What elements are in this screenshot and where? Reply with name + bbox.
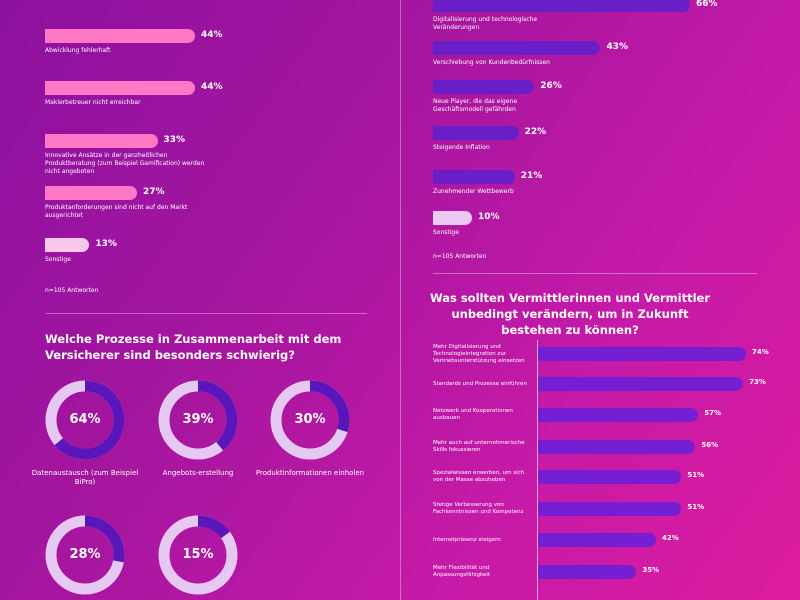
value-label: 27% <box>143 187 165 197</box>
value-label: 73% <box>749 378 766 386</box>
category-label: Verschiebung von Kundenbedürfnissen <box>433 59 550 66</box>
value-label: 51% <box>687 503 705 511</box>
value-label: 51% <box>687 471 705 479</box>
note: n=105 Antworten <box>45 287 99 294</box>
category-label: Sonstige <box>45 256 71 263</box>
value-label: 35% <box>642 566 660 574</box>
chart-title: Was sollten Vermittlerinnen und Vermittl… <box>429 291 711 337</box>
donut-svg <box>270 380 350 460</box>
bar <box>45 134 158 148</box>
bar <box>538 347 746 361</box>
donut <box>268 378 352 462</box>
axis-line <box>537 340 538 600</box>
bar <box>433 80 535 94</box>
donut-arc <box>45 380 125 460</box>
value-label: 13% <box>95 239 117 249</box>
divider-vertical <box>400 0 401 600</box>
value-label: 28% <box>69 547 101 562</box>
bar <box>433 126 519 140</box>
category-label: Datenaustausch (zum Beispiel BiPro) <box>31 469 139 486</box>
category-label: Spezialwissen erwerben, um sich von der … <box>433 470 525 483</box>
value-label: 30% <box>294 412 326 427</box>
donut <box>156 513 240 597</box>
value-label: 57% <box>704 409 721 417</box>
bar <box>433 211 472 225</box>
bar <box>538 533 657 547</box>
value-label: 64% <box>69 412 101 427</box>
category-label: Netzwerk und Kooperationen ausbauen <box>433 408 513 421</box>
category-label: Steigende Inflation <box>433 144 490 151</box>
divider-left <box>45 313 367 314</box>
value-label: 66% <box>696 0 718 9</box>
chart-title: Welche Prozesse in Zusammenarbeit mit de… <box>45 332 342 362</box>
bar <box>433 170 515 184</box>
bar <box>433 41 601 55</box>
donut <box>43 378 127 462</box>
bar <box>45 186 138 200</box>
category-label: Zunehmender Wettbewerb <box>433 188 514 195</box>
value-label: 74% <box>752 348 769 356</box>
category-label: Neue Player, die das eigene Geschäftsmod… <box>433 98 518 113</box>
donut-arc <box>158 515 238 595</box>
category-label: Standards und Prozesse einführen <box>433 380 528 387</box>
donut <box>156 378 240 462</box>
category-label: Angebots-erstellung <box>162 469 234 477</box>
category-label: Internetpräsenz steigern <box>433 536 501 543</box>
donut-arc <box>45 515 125 595</box>
value-label: 42% <box>662 534 679 542</box>
value-label: 26% <box>540 81 562 91</box>
value-label: 43% <box>606 42 628 52</box>
value-label: 33% <box>163 135 186 145</box>
category-label: Produktinformationen einholen <box>255 469 365 477</box>
category-label: Abwicklung fehlerhaft <box>45 47 111 54</box>
category-label: Mehr auch auf unternehmerische Skills fo… <box>433 440 525 453</box>
category-label: Produktanforderungen sind nicht auf den … <box>45 204 188 219</box>
donut-arc <box>158 380 238 460</box>
category-label: Mehr Digitalisierung und Technologieinte… <box>433 343 525 364</box>
donut-svg <box>158 380 238 460</box>
donut-arc <box>270 380 350 460</box>
category-label: Innovative Ansätze in der ganzheitlichen… <box>45 152 205 175</box>
donut <box>43 513 127 597</box>
category-label: Sonstige <box>433 229 459 236</box>
category-label: Stetige Verbesserung von Fachkenntnissen… <box>433 502 524 515</box>
value-label: 22% <box>524 127 547 137</box>
bar <box>538 565 637 579</box>
bar <box>45 81 195 95</box>
category-label: Digitalisierung und technologische Verän… <box>433 16 538 31</box>
bar <box>45 29 195 43</box>
value-label: 56% <box>701 441 719 449</box>
category-label: Mehr Flexibilität und Anpassungsfähigkei… <box>433 565 491 578</box>
value-label: 15% <box>182 547 214 562</box>
note: n=105 Antworten <box>433 253 487 260</box>
bar <box>538 408 699 422</box>
bar <box>433 0 690 12</box>
bar <box>538 377 744 391</box>
value-label: 10% <box>477 212 500 222</box>
bar <box>538 440 696 454</box>
donut-svg <box>45 515 125 595</box>
donut-svg <box>158 515 238 595</box>
bar <box>45 238 90 252</box>
value-label: 39% <box>182 412 214 427</box>
value-label: 21% <box>520 171 543 181</box>
donut-svg <box>45 380 125 460</box>
bar <box>538 502 682 516</box>
category-label: Maklerbetreuer nicht erreichbar <box>45 99 141 106</box>
bar <box>538 470 682 484</box>
divider-right <box>433 273 757 274</box>
value-label: 44% <box>201 30 223 40</box>
value-label: 44% <box>201 82 223 92</box>
